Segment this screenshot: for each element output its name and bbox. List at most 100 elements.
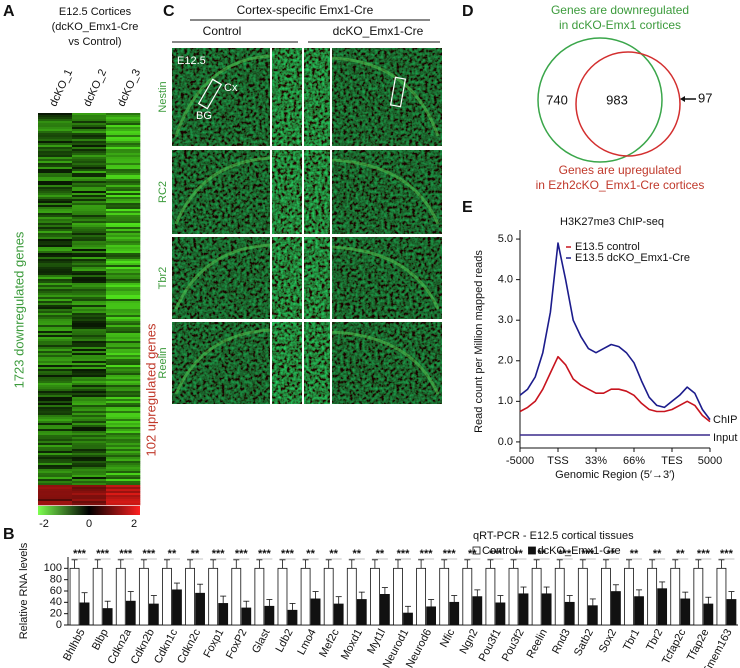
heatmap-cell: [38, 393, 73, 396]
heatmap-cell: [38, 127, 73, 130]
venn-count: 740: [546, 92, 568, 107]
heatmap-cell: [72, 425, 107, 428]
heatmap-cell: [72, 219, 107, 222]
heatmap-cell: [106, 287, 141, 290]
heatmap-cell: [38, 397, 73, 400]
heatmap-cell: [106, 165, 141, 168]
heatmap-cell: [106, 293, 141, 296]
heatmap-cell: [72, 347, 107, 350]
heatmap-cell: [72, 327, 107, 330]
colorbar-tick: 0: [86, 518, 92, 530]
heatmap-cell: [106, 141, 141, 144]
heatmap-cell: [38, 267, 73, 270]
heatmap-cell: [38, 263, 73, 266]
heatmap-cell: [72, 387, 107, 390]
heatmap-cell: [38, 337, 73, 340]
significance: **: [514, 548, 523, 560]
heatmap-cell: [38, 293, 73, 296]
heatmap-cell: [72, 205, 107, 208]
heatmap-cell: [72, 157, 107, 160]
micrograph-texture: [272, 48, 302, 146]
heatmap-cell: [72, 423, 107, 426]
heatmap-cell: [38, 135, 73, 138]
heatmap-cell: [106, 275, 141, 278]
heatmap-cell: [106, 151, 141, 154]
heatmap-cell: [106, 261, 141, 264]
heatmap-cell: [106, 219, 141, 222]
heatmap-cell: [38, 321, 73, 324]
row-label: Tbr2: [157, 267, 169, 290]
heatmap-cell: [106, 491, 141, 494]
heatmap-cell: [106, 407, 141, 410]
heatmap-cell: [38, 481, 73, 484]
heatmap-cell: [106, 403, 141, 406]
heatmap-cell: [72, 293, 107, 296]
heatmap-cell: [106, 269, 141, 272]
heatmap-cell: [38, 385, 73, 388]
series-label: Input: [713, 432, 737, 444]
heatmap-cell: [72, 195, 107, 198]
heatmap-cell: [106, 373, 141, 376]
heatmap-cell: [72, 249, 107, 252]
significance: ***: [697, 548, 711, 560]
heatmap-cell: [38, 495, 73, 498]
heatmap-cell: [38, 125, 73, 128]
y-tick-label: 5.0: [498, 233, 513, 245]
heatmap-cell: [38, 313, 73, 316]
heatmap-cell: [38, 157, 73, 160]
micrograph-texture: [304, 237, 330, 319]
significance: ***: [581, 548, 595, 560]
bar: [634, 596, 644, 626]
heatmap-cell: [38, 333, 73, 336]
bar: [356, 599, 367, 626]
heatmap-cell: [106, 425, 141, 428]
bar: [439, 567, 450, 626]
heatmap-cell: [72, 403, 107, 406]
heatmap-cell: [106, 409, 141, 412]
heatmap-cell: [72, 287, 107, 290]
heatmap-cell: [38, 441, 73, 444]
y-tick-label: 3.0: [498, 314, 513, 326]
heatmap-cell: [106, 489, 141, 492]
heatmap-cell: [38, 119, 73, 122]
heatmap-cell: [106, 171, 141, 174]
heatmap-cell: [72, 175, 107, 178]
heatmap-cell: [106, 387, 141, 390]
heatmap-cell: [72, 435, 107, 438]
venn-label: in Ezh2cKO_Emx1-Cre cortices: [536, 178, 705, 192]
heatmap-cell: [106, 503, 141, 506]
heatmap-cell: [106, 341, 141, 344]
heatmap-cell: [72, 207, 107, 210]
heatmap-cell: [106, 353, 141, 356]
heatmap-cell: [38, 469, 73, 472]
heatmap-cell: [72, 173, 107, 176]
heatmap-cell: [106, 131, 141, 134]
heatmap-cell: [72, 455, 107, 458]
heatmap-cell: [72, 143, 107, 146]
heatmap-cell: [38, 251, 73, 254]
heatmap-cell: [38, 209, 73, 212]
heatmap-cell: [72, 117, 107, 120]
heatmap-cell: [72, 155, 107, 158]
heatmap-cell: [106, 113, 141, 116]
venn-circle: [575, 51, 681, 157]
legend-label: Control: [482, 545, 517, 557]
venn-label: in dcKO-Emx1 cortices: [559, 18, 681, 32]
heatmap-cell: [72, 153, 107, 156]
heatmap-cell: [38, 323, 73, 326]
heatmap-cell: [106, 175, 141, 178]
heatmap-cell: [72, 167, 107, 170]
heatmap-cell: [72, 341, 107, 344]
heatmap-cell: [38, 381, 73, 384]
heatmap-cell: [106, 279, 141, 282]
heatmap-cell: [72, 485, 107, 488]
bar: [79, 602, 90, 626]
heatmap-cell: [38, 465, 73, 468]
heatmap-cell: [38, 113, 73, 116]
tissue-outline: [331, 158, 440, 225]
bar: [379, 594, 390, 626]
heatmap-cell: [38, 297, 73, 300]
heatmap-cell: [106, 305, 141, 308]
heatmap-cell: [106, 497, 141, 500]
heatmap-cell: [72, 483, 107, 486]
